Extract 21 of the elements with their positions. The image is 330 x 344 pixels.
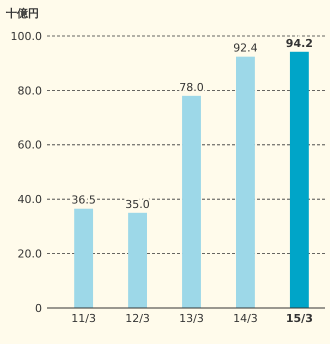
bar bbox=[128, 212, 147, 308]
y-tick-label: 20.0 bbox=[18, 247, 42, 260]
x-tick-label: 13/3 bbox=[179, 312, 204, 325]
data-label: 78.0 bbox=[179, 80, 204, 94]
y-tick-label: 40.0 bbox=[18, 193, 42, 206]
y-tick-label: 80.0 bbox=[18, 84, 42, 98]
bar bbox=[290, 52, 309, 308]
data-label: 35.0 bbox=[125, 198, 150, 211]
x-tick-label: 15/3 bbox=[286, 312, 313, 325]
x-tick-label: 14/3 bbox=[233, 312, 258, 325]
y-axis-title: 十億円 bbox=[5, 7, 39, 20]
bar bbox=[74, 208, 94, 308]
bar bbox=[236, 56, 255, 308]
data-label: 92.4 bbox=[233, 42, 258, 55]
y-tick-label: 60.0 bbox=[18, 138, 42, 152]
bar bbox=[182, 96, 201, 308]
x-tick-label: 12/3 bbox=[125, 312, 150, 325]
y-tick-label: 0 bbox=[35, 302, 42, 315]
y-tick-label: 100.0 bbox=[10, 30, 42, 43]
data-label: 94.2 bbox=[286, 36, 313, 50]
x-tick-label: 11/3 bbox=[71, 312, 96, 325]
